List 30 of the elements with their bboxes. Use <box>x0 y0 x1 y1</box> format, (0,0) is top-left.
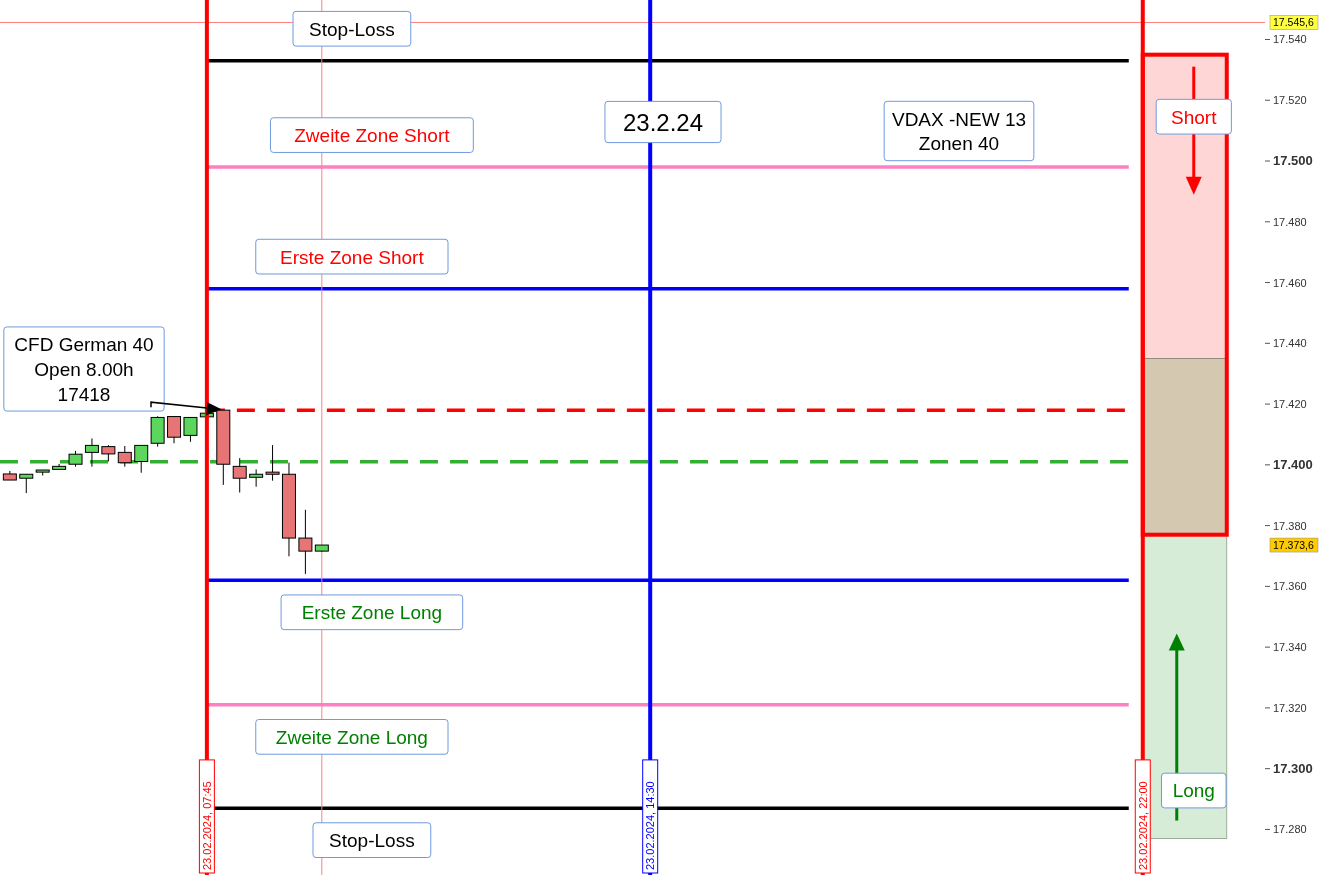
y-tick-label: 17.340 <box>1273 641 1307 654</box>
annotation: 23.2.24 <box>622 108 704 136</box>
x-tick-label: 23.02.2024, 22:00 <box>1136 781 1149 870</box>
annotation: 17.373,6 <box>1273 539 1315 552</box>
ref-line-label: Erste Zone Short <box>280 246 425 268</box>
ref-line-label: Stop-Loss <box>329 830 415 852</box>
y-tick-label: 17.280 <box>1273 823 1307 836</box>
y-tick-label: 17.400 <box>1273 456 1313 472</box>
x-tick-label: 23.02.2024, 07:45 <box>200 781 213 870</box>
ref-line-label: Zweite Zone Short <box>294 125 451 147</box>
y-tick-label: 17.300 <box>1273 760 1313 776</box>
y-tick-label: 17.480 <box>1273 215 1307 228</box>
y-tick-label: 17.440 <box>1273 337 1307 350</box>
y-tick-label: 17.460 <box>1273 276 1307 289</box>
y-tick-label: 17.540 <box>1273 33 1307 46</box>
ref-line-label: Erste Zone Long <box>301 602 443 624</box>
y-tick-label: 17.520 <box>1273 94 1307 107</box>
band-label: Short <box>1171 106 1218 128</box>
y-tick-label: 17.420 <box>1273 398 1307 411</box>
annotation: CFD German 40 Open 8.00h 17418 <box>14 334 154 405</box>
y-tick-label: 17.500 <box>1273 153 1313 169</box>
x-tick-label: 23.02.2024, 14:30 <box>644 781 657 870</box>
annotation: VDAX -NEW 13 Zonen 40 <box>891 108 1027 155</box>
y-tick-label: 17.380 <box>1273 519 1307 532</box>
ref-line-label: Zweite Zone Long <box>275 726 428 748</box>
band-label: Long <box>1172 780 1215 802</box>
annotation: 17.545,6 <box>1273 16 1315 29</box>
ref-line-label: Stop-Loss <box>309 18 395 40</box>
y-tick-label: 17.320 <box>1273 701 1307 714</box>
y-tick-label: 17.360 <box>1273 580 1307 593</box>
